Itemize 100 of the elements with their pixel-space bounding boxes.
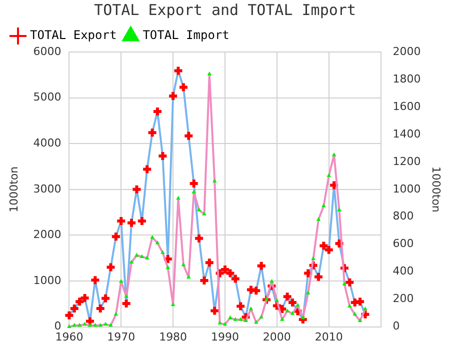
point [140, 254, 144, 258]
point [155, 240, 160, 244]
point [342, 282, 347, 286]
point [358, 318, 362, 322]
point [98, 322, 103, 327]
point [108, 322, 113, 327]
point [129, 260, 134, 264]
point [354, 296, 366, 308]
point [136, 216, 148, 226]
point [67, 324, 72, 328]
point [183, 130, 194, 142]
y2-tick-label: 200 [392, 292, 414, 306]
point [192, 190, 196, 194]
legend-label: TOTAL Export [30, 28, 117, 42]
y-tick-label: 5000 [33, 90, 62, 104]
point [172, 65, 184, 76]
point [218, 320, 222, 324]
point [90, 274, 101, 286]
point [326, 173, 332, 177]
point [233, 317, 238, 321]
point [311, 256, 316, 260]
point [256, 260, 267, 272]
point [300, 315, 306, 320]
y2-tick-label: 400 [392, 264, 414, 278]
x-tick-label: 1970 [107, 330, 136, 344]
point [337, 208, 342, 212]
y2-tick-label: 600 [392, 237, 414, 250]
point [254, 320, 258, 324]
point [280, 317, 284, 321]
point [131, 184, 142, 195]
point [134, 252, 139, 257]
point [306, 290, 310, 294]
point [124, 294, 128, 298]
x-tick-label: 1980 [159, 330, 188, 344]
y2-tick-label: 1400 [392, 127, 421, 140]
point [114, 312, 118, 316]
point [170, 302, 176, 306]
point [196, 208, 202, 212]
y-tick-label: 3000 [33, 182, 62, 196]
point [290, 311, 295, 315]
point [105, 262, 116, 273]
x-tick-label: 1960 [55, 330, 84, 344]
point [100, 292, 112, 304]
point [248, 306, 254, 310]
point [296, 302, 300, 307]
point [144, 256, 150, 260]
point [186, 274, 191, 279]
x-tick-label: 2000 [262, 330, 291, 344]
point [74, 296, 86, 308]
chart-title: TOTAL Export and TOTAL Import [94, 0, 356, 19]
point [178, 82, 189, 93]
y-tick-label: 6000 [33, 44, 62, 58]
point [103, 322, 108, 326]
y2-tick-label: 0 [392, 320, 400, 333]
y-tick-label: 1000 [33, 274, 62, 287]
y2-tick-label: 1600 [392, 100, 421, 113]
point [166, 265, 170, 269]
point [352, 312, 358, 316]
y-tick-label: 0 [54, 320, 62, 333]
point [244, 318, 248, 322]
point [312, 271, 324, 282]
point [116, 216, 127, 226]
point [274, 298, 280, 302]
point [238, 317, 243, 321]
point [235, 300, 246, 312]
point [92, 322, 98, 327]
point [194, 232, 205, 244]
point [204, 257, 215, 268]
point [264, 296, 269, 301]
point [259, 314, 264, 318]
y2-tick-label: 800 [392, 210, 414, 223]
point [181, 262, 186, 266]
point [146, 127, 158, 138]
y-tick-label: 2000 [33, 228, 62, 242]
y2-tick-label: 1800 [392, 72, 421, 86]
point [270, 278, 274, 283]
point [202, 212, 206, 216]
point [322, 203, 326, 208]
point [64, 310, 75, 321]
point [82, 322, 87, 326]
point [228, 315, 232, 320]
point [77, 322, 82, 327]
y2-axis-title: 1000ton [430, 166, 443, 212]
point [316, 217, 321, 221]
y2-tick-label: 2000 [392, 44, 421, 58]
point [332, 152, 336, 156]
y-axis-title: 1000ton [7, 166, 20, 212]
legend-label: TOTAL Import [142, 28, 230, 42]
point [142, 164, 153, 175]
point [212, 178, 217, 182]
point [72, 322, 77, 327]
point [118, 278, 124, 283]
y-tick-label: 4000 [33, 136, 62, 150]
point [110, 231, 122, 242]
point [88, 322, 92, 327]
y2-tick-label: 1000 [392, 182, 421, 196]
point [222, 322, 228, 326]
point [363, 306, 368, 310]
point [176, 196, 180, 200]
point [285, 308, 290, 312]
